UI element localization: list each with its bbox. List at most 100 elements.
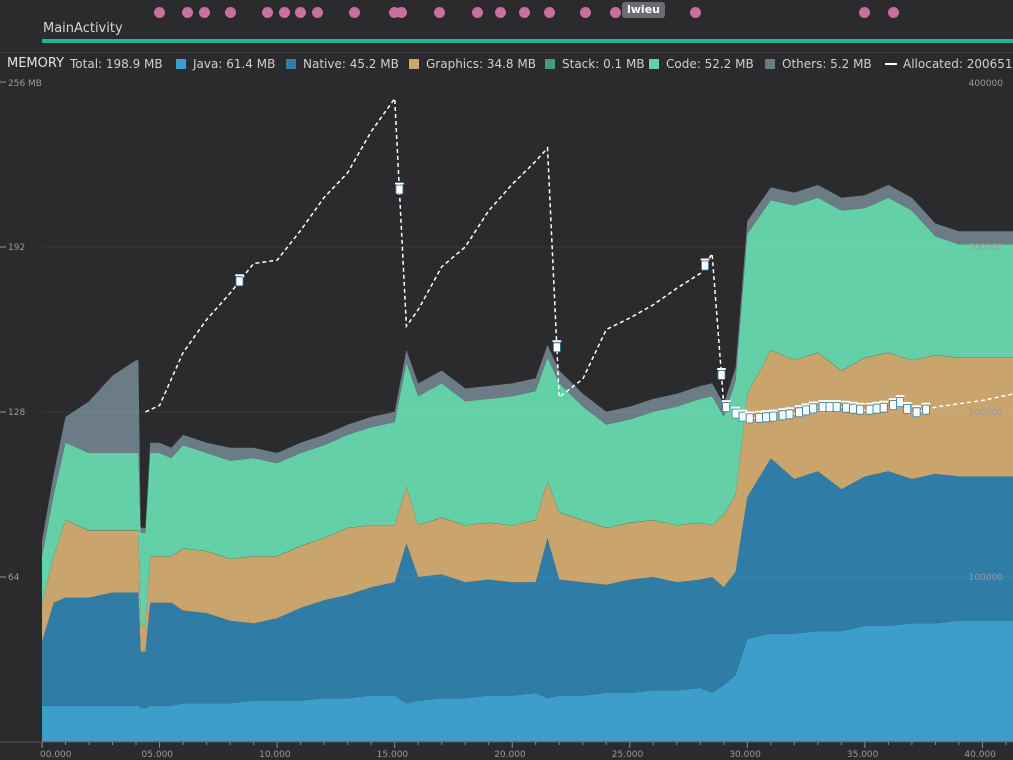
area-code <box>42 197 1013 626</box>
legend-code: Code: 52.2 MB <box>649 53 754 75</box>
gc-lid <box>768 409 778 412</box>
x-tick-label-1: 05.000 <box>142 750 174 760</box>
gc-marker-25 <box>879 400 889 413</box>
event-dot[interactable] <box>182 7 194 18</box>
gc-can <box>889 400 897 411</box>
gc-can <box>842 402 850 413</box>
gc-can <box>818 402 827 413</box>
event-dot[interactable] <box>278 7 290 18</box>
gc-can <box>553 342 561 353</box>
gc-marker-29 <box>912 405 922 418</box>
event-dot[interactable] <box>610 7 622 18</box>
x-tick-label-8: 40.000 <box>964 750 996 760</box>
gc-can <box>738 411 747 422</box>
event-dot[interactable] <box>224 7 236 18</box>
allocated-swatch <box>885 63 897 65</box>
x-tick-label-2: 10.000 <box>259 750 291 760</box>
axes: 64 128 192 256 MB 100000 200000 300000 400000 00… <box>0 79 1013 760</box>
gc-lid <box>738 409 748 412</box>
event-dot[interactable] <box>433 7 445 18</box>
gc-lid <box>832 400 842 403</box>
gc-can <box>755 412 763 423</box>
gc-can <box>879 402 888 413</box>
gc-can <box>395 184 404 195</box>
event-dot[interactable] <box>579 7 591 18</box>
gc-lid <box>785 407 795 410</box>
x-tick-label-3: 15.000 <box>377 750 409 760</box>
gc-lid <box>552 340 562 343</box>
area-java <box>42 620 1013 742</box>
gc-lid <box>818 400 828 403</box>
gc-can <box>762 412 770 423</box>
gc-lid <box>855 402 865 405</box>
legend-code-label: Code: 52.2 MB <box>666 57 754 71</box>
gc-marker-0 <box>235 274 244 287</box>
event-dot[interactable] <box>262 7 274 18</box>
event-dot[interactable] <box>518 7 530 18</box>
y2-tick-label-1: 200000 <box>969 408 1004 418</box>
y2-tick-label-3: 400000 <box>969 79 1004 89</box>
gc-can <box>903 404 912 414</box>
event-dot[interactable] <box>198 7 210 18</box>
gc-can <box>235 276 244 287</box>
event-dot[interactable] <box>311 7 323 18</box>
memory-chart[interactable]: 64 128 192 256 MB 100000 200000 300000 400000 00… <box>0 74 1013 760</box>
event-dot[interactable] <box>887 7 899 18</box>
gc-marker-3 <box>700 258 710 271</box>
event-dot[interactable] <box>690 7 702 18</box>
gc-marker-7 <box>738 409 748 422</box>
gc-marker-24 <box>872 401 882 414</box>
code-swatch <box>649 59 659 69</box>
gc-marker-11 <box>768 409 778 422</box>
legend-stack-label: Stack: 0.1 MB <box>562 57 645 71</box>
gc-can <box>795 407 803 418</box>
gc-lid <box>912 405 922 408</box>
event-dot[interactable] <box>389 7 401 18</box>
activity-bar[interactable] <box>42 39 1013 43</box>
gc-markers <box>235 182 931 424</box>
event-dot[interactable] <box>495 7 506 18</box>
gc-can <box>731 408 740 419</box>
y2-tick-label-0: 100000 <box>969 573 1004 583</box>
x-tick-label-6: 30.000 <box>729 750 761 760</box>
event-dot[interactable] <box>859 7 871 18</box>
graphics-swatch <box>409 59 419 69</box>
gc-lid <box>902 402 912 404</box>
gc-can <box>717 370 726 380</box>
gc-lid <box>700 258 710 261</box>
legend-graphics: Graphics: 34.8 MB <box>409 53 536 75</box>
gc-marker-10 <box>761 410 771 423</box>
allocated-line <box>145 96 1013 420</box>
legend-allocated-label: Allocated: 200651 <box>903 57 1013 71</box>
gc-lid <box>754 410 764 413</box>
gc-lid <box>794 405 804 408</box>
area-native <box>42 458 1013 709</box>
gc-lid <box>801 403 811 406</box>
gc-marker-15 <box>801 403 811 416</box>
legend-total: Total: 198.9 MB <box>70 57 163 71</box>
event-dot[interactable] <box>396 7 408 18</box>
y-tick-label-3: 256 MB <box>8 79 42 89</box>
allocated-series <box>145 96 1013 420</box>
event-dot[interactable] <box>295 7 307 18</box>
event-dot[interactable] <box>544 7 556 18</box>
legend-stack: Stack: 0.1 MB <box>545 53 645 75</box>
memory-areas <box>42 184 1013 742</box>
native-swatch <box>286 59 296 69</box>
gc-marker-22 <box>855 402 865 415</box>
gc-marker-30 <box>921 402 931 415</box>
activity-label[interactable]: MainActivity <box>43 21 123 36</box>
gc-lid <box>721 400 731 403</box>
gc-marker-4 <box>717 368 726 380</box>
event-dot[interactable] <box>471 7 483 18</box>
event-dot[interactable] <box>349 7 361 18</box>
gc-can <box>785 409 794 420</box>
gc-lid <box>872 401 882 404</box>
legend-row: MEMORY Total: 198.9 MB Java: 61.4 MB Nat… <box>0 52 1013 75</box>
event-tag[interactable]: lwieu <box>622 2 665 18</box>
y2-tick-label-2: 300000 <box>969 243 1004 253</box>
gc-can <box>722 402 731 413</box>
event-dot[interactable] <box>154 7 166 18</box>
stack-swatch <box>545 59 555 69</box>
y-tick-label-1: 128 <box>8 408 25 418</box>
